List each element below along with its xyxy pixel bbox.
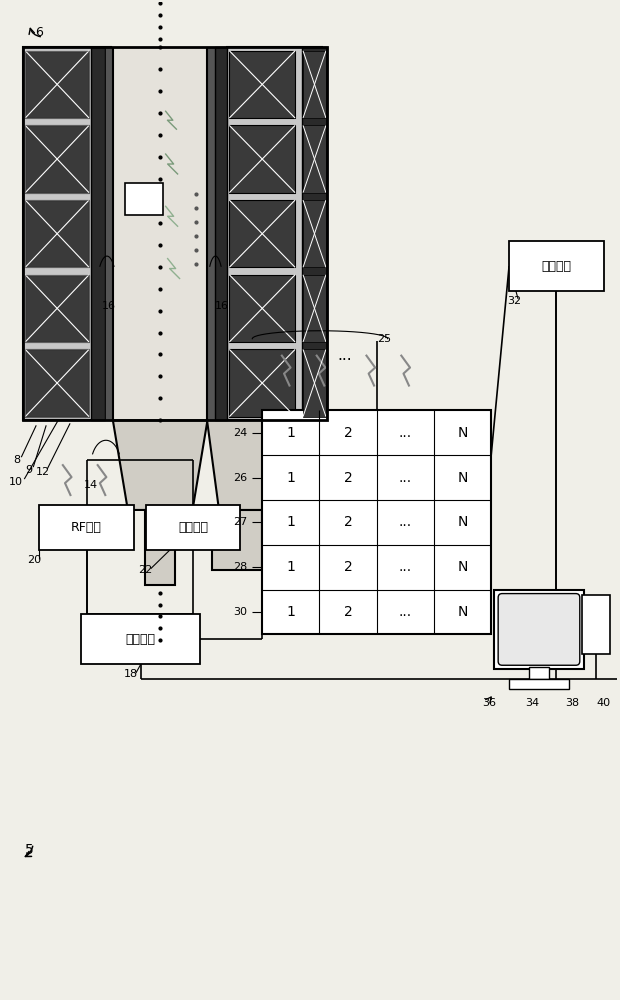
Bar [303,349,326,417]
Text: 14: 14 [84,480,98,490]
Bar [91,47,105,420]
Text: 30: 30 [233,607,247,617]
Bar [529,667,549,679]
Bar [303,51,326,118]
Text: 40: 40 [596,698,611,708]
Bar [494,590,584,669]
Bar [24,47,327,420]
Bar [303,200,326,267]
Bar [81,614,200,664]
Text: N: N [458,560,467,574]
Bar [228,47,322,420]
Text: N: N [458,471,467,485]
Bar [213,510,262,570]
Text: ...: ... [399,515,412,529]
Text: 24: 24 [233,428,247,438]
Text: 6: 6 [35,26,43,39]
Text: 25: 25 [378,334,392,344]
Bar [25,349,89,417]
Text: ...: ... [337,348,352,363]
Text: 32: 32 [507,296,521,306]
Bar [229,349,295,417]
Bar [25,125,89,193]
Text: 38: 38 [565,698,579,708]
Text: ...: ... [399,605,412,619]
Text: ...: ... [399,471,412,485]
Text: 2: 2 [343,605,352,619]
Bar [303,125,326,193]
Text: 10: 10 [9,477,24,487]
Bar [229,200,295,267]
Text: 12: 12 [36,467,50,477]
Bar [215,47,228,420]
Bar [144,510,175,585]
Text: ...: ... [399,560,412,574]
Bar [25,51,89,118]
Text: 梯度控制: 梯度控制 [178,521,208,534]
Bar [262,410,491,634]
Text: N: N [458,426,467,440]
Text: 26: 26 [233,473,247,483]
FancyBboxPatch shape [498,594,580,665]
Bar [105,47,113,420]
Bar [208,47,215,420]
Text: 18: 18 [124,669,138,679]
Text: 22: 22 [139,565,153,575]
Bar [39,505,134,550]
Text: 2: 2 [343,560,352,574]
Text: 重建单元: 重建单元 [541,260,572,273]
Bar [229,275,295,342]
Bar [229,125,295,193]
Text: 1: 1 [286,605,295,619]
Bar [509,679,569,689]
Bar [24,47,111,420]
Bar [25,349,89,417]
Bar [25,275,89,342]
Polygon shape [113,420,208,510]
Bar [113,47,208,420]
Text: 1: 1 [286,515,295,529]
Bar [146,505,241,550]
Text: 1: 1 [286,560,295,574]
Text: N: N [458,605,467,619]
Bar [25,51,89,118]
Text: 16: 16 [102,301,116,311]
Text: 5: 5 [25,843,33,857]
Bar [25,200,89,267]
Bar [303,275,326,342]
Text: 2: 2 [343,426,352,440]
Bar [582,595,609,654]
Text: 36: 36 [482,698,496,708]
Text: 9: 9 [25,465,33,475]
Text: 序列控制: 序列控制 [126,633,156,646]
Text: 28: 28 [233,562,247,572]
Bar [125,183,162,215]
Text: 34: 34 [525,698,539,708]
Text: N: N [458,515,467,529]
Bar [25,125,89,193]
Text: ...: ... [399,426,412,440]
Bar [25,200,89,267]
Bar [229,51,295,118]
Text: 2: 2 [343,471,352,485]
Text: RF发送: RF发送 [71,521,102,534]
Bar [509,241,604,291]
Bar [302,47,327,420]
Bar [25,275,89,342]
Text: 2: 2 [343,515,352,529]
Text: 20: 20 [27,555,42,565]
Text: 27: 27 [233,517,247,527]
Text: 8: 8 [13,455,20,465]
Text: 1: 1 [286,471,295,485]
Polygon shape [208,420,327,510]
Text: 1: 1 [286,426,295,440]
Text: 16: 16 [215,301,228,311]
